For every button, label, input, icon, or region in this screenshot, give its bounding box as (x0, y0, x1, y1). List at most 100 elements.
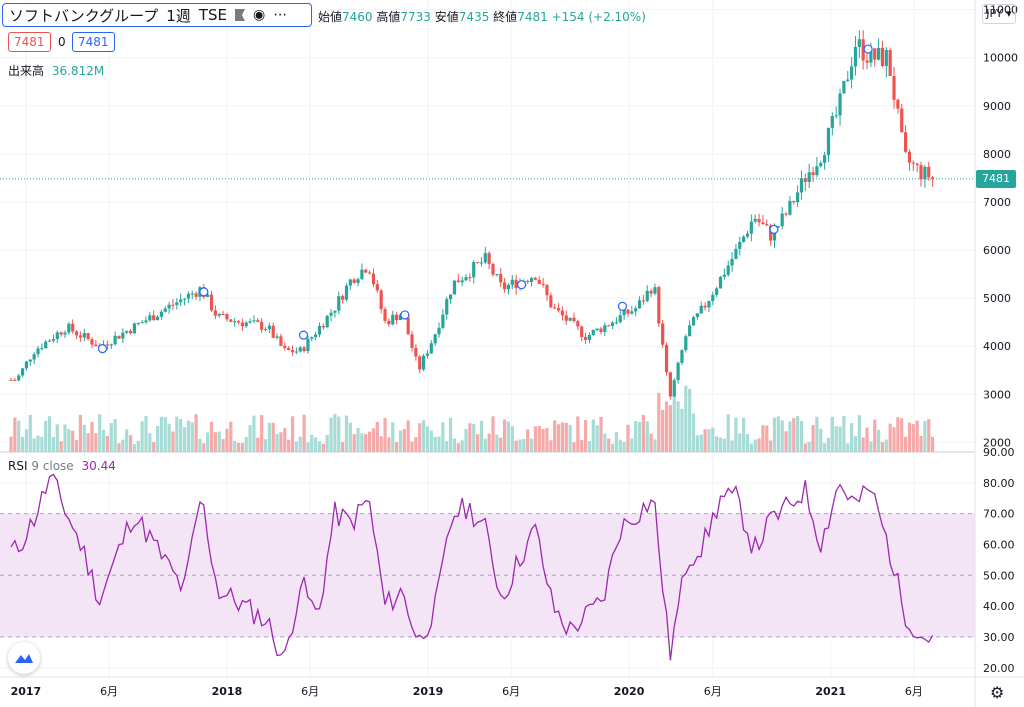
candle-body (352, 279, 356, 283)
volume-bar (626, 424, 630, 452)
volume-bar (657, 392, 661, 452)
volume-bar (128, 435, 133, 452)
event-marker-icon[interactable] (769, 224, 779, 234)
candle-body (807, 172, 811, 182)
candle-body (298, 347, 302, 352)
volume-bar (275, 433, 279, 452)
candle-body (406, 317, 410, 335)
eye-icon[interactable]: ◉ (252, 7, 266, 23)
event-marker-icon[interactable] (400, 310, 410, 320)
candle-body (468, 277, 472, 279)
volume-bar (406, 420, 410, 452)
candle-body (24, 361, 29, 369)
volume-bar (826, 437, 831, 452)
volume-bar (67, 429, 71, 452)
volume-bar (86, 433, 90, 452)
candle-body (695, 313, 699, 318)
candle-body (583, 336, 588, 340)
symbol-name[interactable]: ソフトバンクグループ (9, 6, 159, 25)
volume-bar (815, 416, 819, 452)
volume-bar (610, 443, 615, 452)
volume-bar (317, 441, 322, 452)
volume-bar (414, 437, 418, 452)
candle-body (429, 343, 433, 354)
more-icon[interactable]: ⋯ (273, 7, 288, 23)
event-marker-icon[interactable] (298, 330, 309, 340)
volume-bar (769, 440, 773, 452)
currency-select[interactable]: JPY ▾ (982, 4, 1016, 24)
volume-bar (911, 424, 915, 452)
candle-body (873, 48, 877, 60)
candle-body (194, 293, 198, 297)
candle-body (556, 308, 561, 311)
candle-body (86, 333, 90, 340)
volume-bar (217, 431, 221, 452)
event-marker-icon[interactable] (97, 344, 108, 354)
candle-body (425, 353, 430, 356)
candle-body (105, 344, 110, 346)
time-axis-label: 2018 (212, 685, 243, 698)
candle-body (568, 317, 572, 321)
candle-body (479, 262, 484, 264)
candle-body (344, 285, 349, 300)
candle-body (626, 309, 630, 314)
event-marker-icon[interactable] (199, 287, 209, 297)
candle-body (784, 213, 788, 215)
volume-bar (869, 441, 873, 452)
candle-body (17, 375, 21, 381)
time-axis-label: 6月 (502, 685, 520, 698)
symbol-box[interactable]: ソフトバンクグループ 1週 TSE ◉ ⋯ (2, 3, 312, 27)
candle-body (861, 39, 865, 61)
candle-body (9, 379, 13, 381)
flag-icon[interactable] (234, 9, 245, 21)
candle-body (317, 325, 322, 335)
volume-bar (125, 429, 129, 452)
volume-bar (533, 426, 538, 452)
ask-pill[interactable]: 7481 (72, 32, 115, 52)
candle-body (182, 298, 187, 300)
candle-body (595, 328, 599, 331)
candle-body (391, 314, 395, 325)
candle-body (502, 282, 507, 290)
volume-bar (907, 422, 912, 452)
candle-body (903, 132, 908, 152)
volume-bar (823, 443, 827, 452)
candle-body (641, 300, 645, 302)
spread-value: 0 (58, 35, 66, 49)
volume-bar (51, 436, 56, 452)
candle-body (915, 163, 919, 166)
volume-bar (718, 437, 723, 452)
candle-body (699, 305, 703, 314)
interval-label[interactable]: 1週 (166, 6, 191, 25)
bid-pill[interactable]: 7481 (8, 32, 51, 52)
event-marker-icon[interactable] (863, 44, 873, 54)
volume-bar (356, 428, 360, 452)
event-marker-icon[interactable] (517, 280, 527, 290)
candle-body (487, 253, 491, 265)
event-marker-icon[interactable] (617, 301, 628, 311)
candle-body (171, 304, 175, 306)
candle-body (564, 315, 568, 321)
candle-body (491, 264, 495, 275)
volume-bar (506, 421, 511, 452)
volume-bar (583, 419, 588, 452)
volume-bar (487, 433, 491, 452)
volume-bar (105, 436, 110, 452)
volume-bar (622, 441, 626, 452)
volume-bar (541, 428, 545, 452)
volume-bar (653, 439, 657, 452)
candle-body (333, 310, 337, 313)
volume-bar (514, 440, 518, 452)
candle-body (811, 172, 815, 176)
volume-bar (799, 420, 804, 452)
volume-bar (321, 443, 325, 452)
volume-bar (410, 441, 414, 452)
candle-body (132, 323, 137, 334)
candle-body (63, 332, 67, 335)
settings-gear-icon[interactable]: ⚙ (990, 683, 1005, 702)
tradingview-logo-icon[interactable] (8, 642, 40, 674)
volume-bar (290, 416, 295, 452)
candle-body (368, 272, 372, 274)
candle-body (576, 321, 580, 327)
